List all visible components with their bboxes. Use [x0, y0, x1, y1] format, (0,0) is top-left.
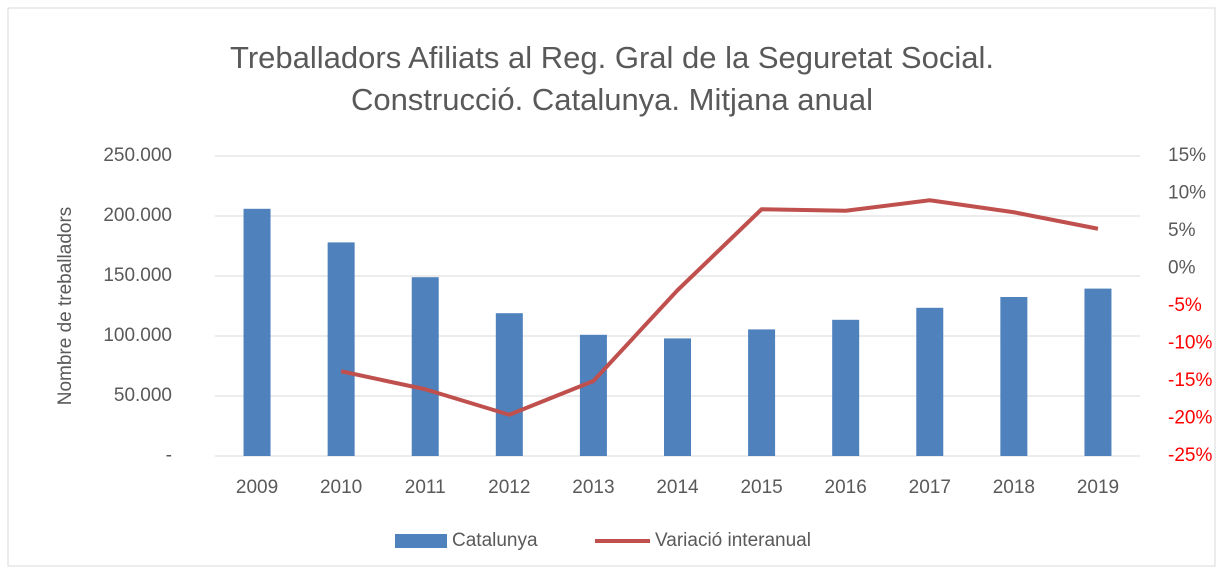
bar: [411, 277, 439, 456]
x-tick-label: 2013: [572, 477, 614, 498]
y-axis-label: Nombre de treballadors: [55, 207, 76, 406]
x-tick-label: 2016: [825, 477, 867, 498]
x-tick-label: 2017: [909, 477, 951, 498]
bar: [579, 334, 607, 456]
y-tick-label: 250.000: [103, 145, 172, 166]
bar: [495, 313, 523, 456]
x-tick-label: 2019: [1077, 477, 1119, 498]
chart-title: Construcció. Catalunya. Mitjana anual: [351, 82, 873, 117]
y2-tick-label: -20%: [1168, 408, 1212, 429]
bar: [243, 208, 271, 456]
y2-tick-label: -25%: [1168, 445, 1212, 466]
legend-label: Variació interanual: [655, 530, 811, 551]
y-tick-label: 100.000: [103, 325, 172, 346]
y-tick-label: 150.000: [103, 265, 172, 286]
chart-border: [7, 7, 1216, 567]
x-tick-label: 2012: [488, 477, 530, 498]
y-tick-label: 50.000: [114, 385, 172, 406]
chart-title: Treballadors Afiliats al Reg. Gral de la…: [230, 40, 994, 75]
legend-label: Catalunya: [452, 530, 538, 551]
x-tick-label: 2009: [236, 477, 278, 498]
bar: [832, 319, 860, 456]
x-tick-label: 2018: [993, 477, 1035, 498]
bar: [1084, 288, 1112, 456]
y2-tick-label: -15%: [1168, 370, 1212, 391]
legend-swatch: [395, 534, 447, 548]
y2-tick-label: 5%: [1168, 220, 1196, 241]
bar: [327, 242, 355, 456]
bar: [748, 329, 776, 456]
bar: [1000, 297, 1028, 456]
x-tick-label: 2014: [656, 477, 699, 498]
line: [340, 198, 1099, 417]
y-tick-label: -: [166, 445, 172, 466]
x-tick-label: 2015: [740, 477, 782, 498]
x-tick-label: 2011: [405, 477, 446, 498]
bar: [916, 307, 944, 456]
y2-tick-label: 0%: [1168, 258, 1196, 279]
y2-tick-label: -10%: [1168, 333, 1212, 354]
x-tick-label: 2010: [320, 477, 362, 498]
y2-tick-label: -5%: [1168, 295, 1202, 316]
y2-tick-label: 10%: [1168, 183, 1206, 204]
y2-tick-label: 15%: [1168, 145, 1206, 166]
y-tick-label: 200.000: [103, 205, 172, 226]
bar: [664, 338, 691, 456]
